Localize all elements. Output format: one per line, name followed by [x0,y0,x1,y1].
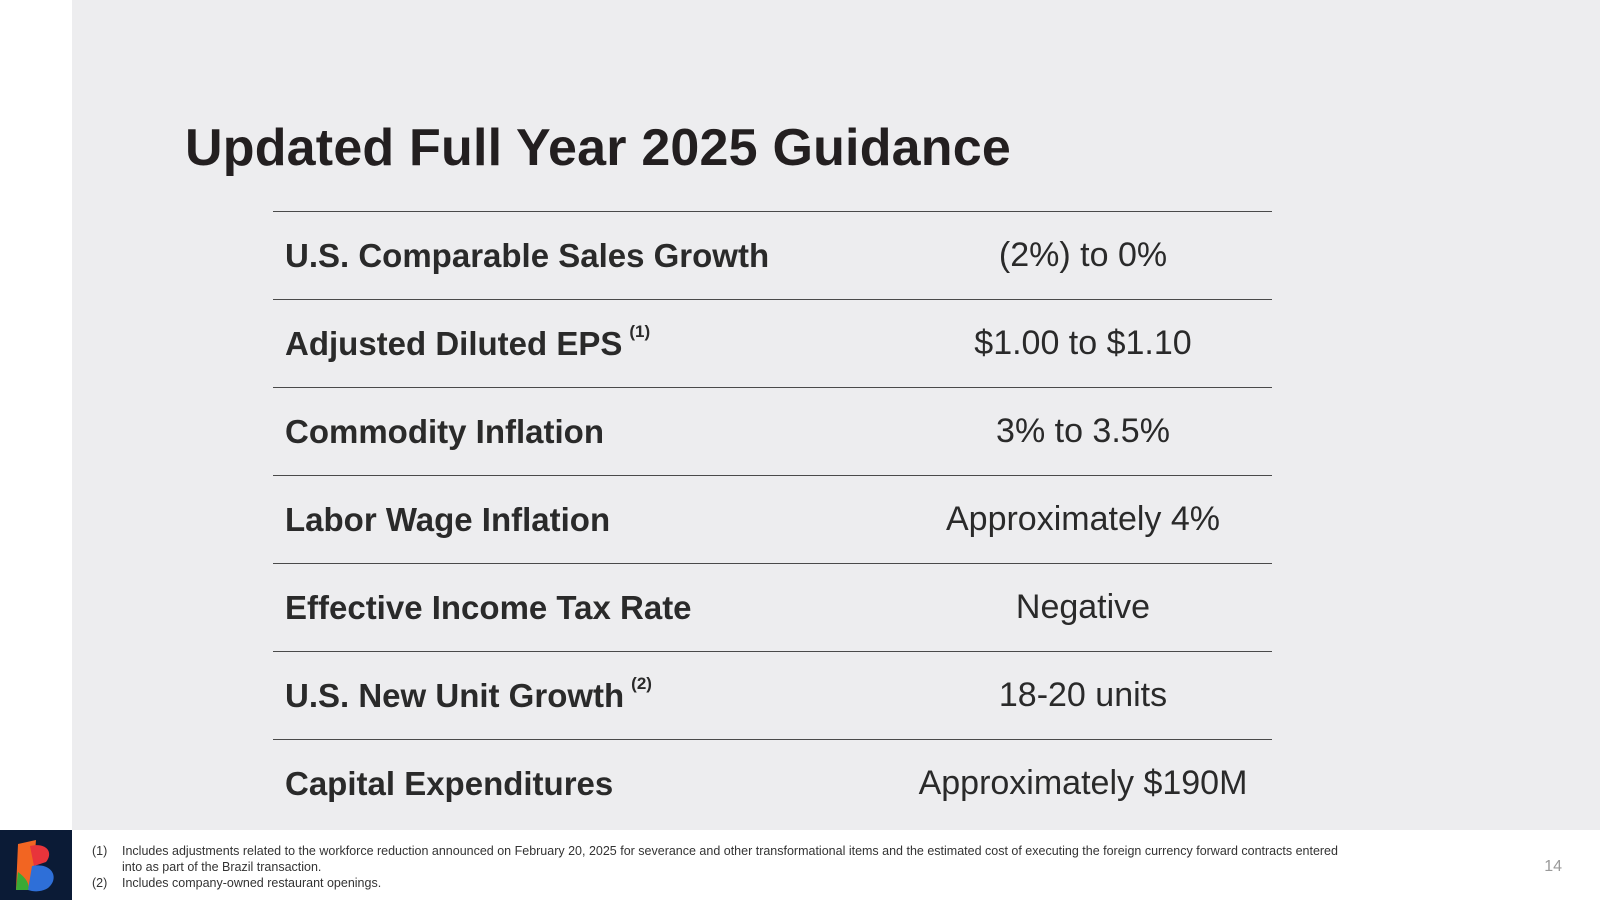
guidance-row: U.S. Comparable Sales Growth (2%) to 0% [273,211,1272,299]
footnote-number: (2) [92,876,108,890]
slide-title: Updated Full Year 2025 Guidance [185,119,1011,177]
guidance-table: U.S. Comparable Sales Growth (2%) to 0% … [273,211,1272,827]
company-logo-icon [0,830,72,900]
metric-text: U.S. Comparable Sales Growth [285,236,770,274]
guidance-row: Capital Expenditures Approximately $190M [273,739,1272,827]
slide-content-panel [72,0,1600,830]
metric-value: 3% to 3.5% [996,412,1170,450]
footnote-marker: (2) [631,673,652,693]
guidance-row: Effective Income Tax Rate Negative [273,563,1272,651]
page-number: 14 [1544,858,1562,875]
metric-label: U.S. New Unit Growth (2) [285,652,652,739]
metric-label: U.S. Comparable Sales Growth [285,212,769,299]
logo-graphic [0,830,72,900]
metric-label: Effective Income Tax Rate [285,564,692,651]
footnotes: (1) Includes adjustments related to the … [92,843,1342,891]
metric-value: Approximately $190M [918,764,1248,802]
metric-value: (2%) to 0% [998,236,1168,274]
footnote-text: Includes adjustments related to the work… [122,844,1338,874]
metric-value: 18-20 units [998,676,1168,714]
metric-text: Capital Expenditures [285,764,614,802]
guidance-row: U.S. New Unit Growth (2) 18-20 units [273,651,1272,739]
metric-label: Commodity Inflation [285,388,604,475]
metric-value: Negative [1015,588,1151,626]
metric-label: Labor Wage Inflation [285,476,610,563]
footnote-item: (1) Includes adjustments related to the … [92,843,1342,875]
metric-text: Labor Wage Inflation [285,500,611,538]
guidance-row: Commodity Inflation 3% to 3.5% [273,387,1272,475]
slide-footer: (1) Includes adjustments related to the … [0,830,1600,900]
footnote-text: Includes company-owned restaurant openin… [122,876,382,890]
guidance-row: Adjusted Diluted EPS (1) $1.00 to $1.10 [273,299,1272,387]
footnote-marker: (1) [629,321,651,341]
metric-label: Capital Expenditures [285,740,613,827]
metric-text: U.S. New Unit Growth [285,676,625,714]
metric-text: Adjusted Diluted EPS [285,324,623,362]
left-margin [0,0,72,830]
guidance-row: Labor Wage Inflation Approximately 4% [273,475,1272,563]
metric-text: Effective Income Tax Rate [285,588,692,626]
metric-value: $1.00 to $1.10 [974,324,1192,362]
metric-label: Adjusted Diluted EPS (1) [285,300,650,387]
metric-value: Approximately 4% [945,500,1220,538]
footnote-item: (2) Includes company-owned restaurant op… [92,875,1342,891]
metric-text: Commodity Inflation [285,412,604,450]
footnote-number: (1) [92,844,108,858]
